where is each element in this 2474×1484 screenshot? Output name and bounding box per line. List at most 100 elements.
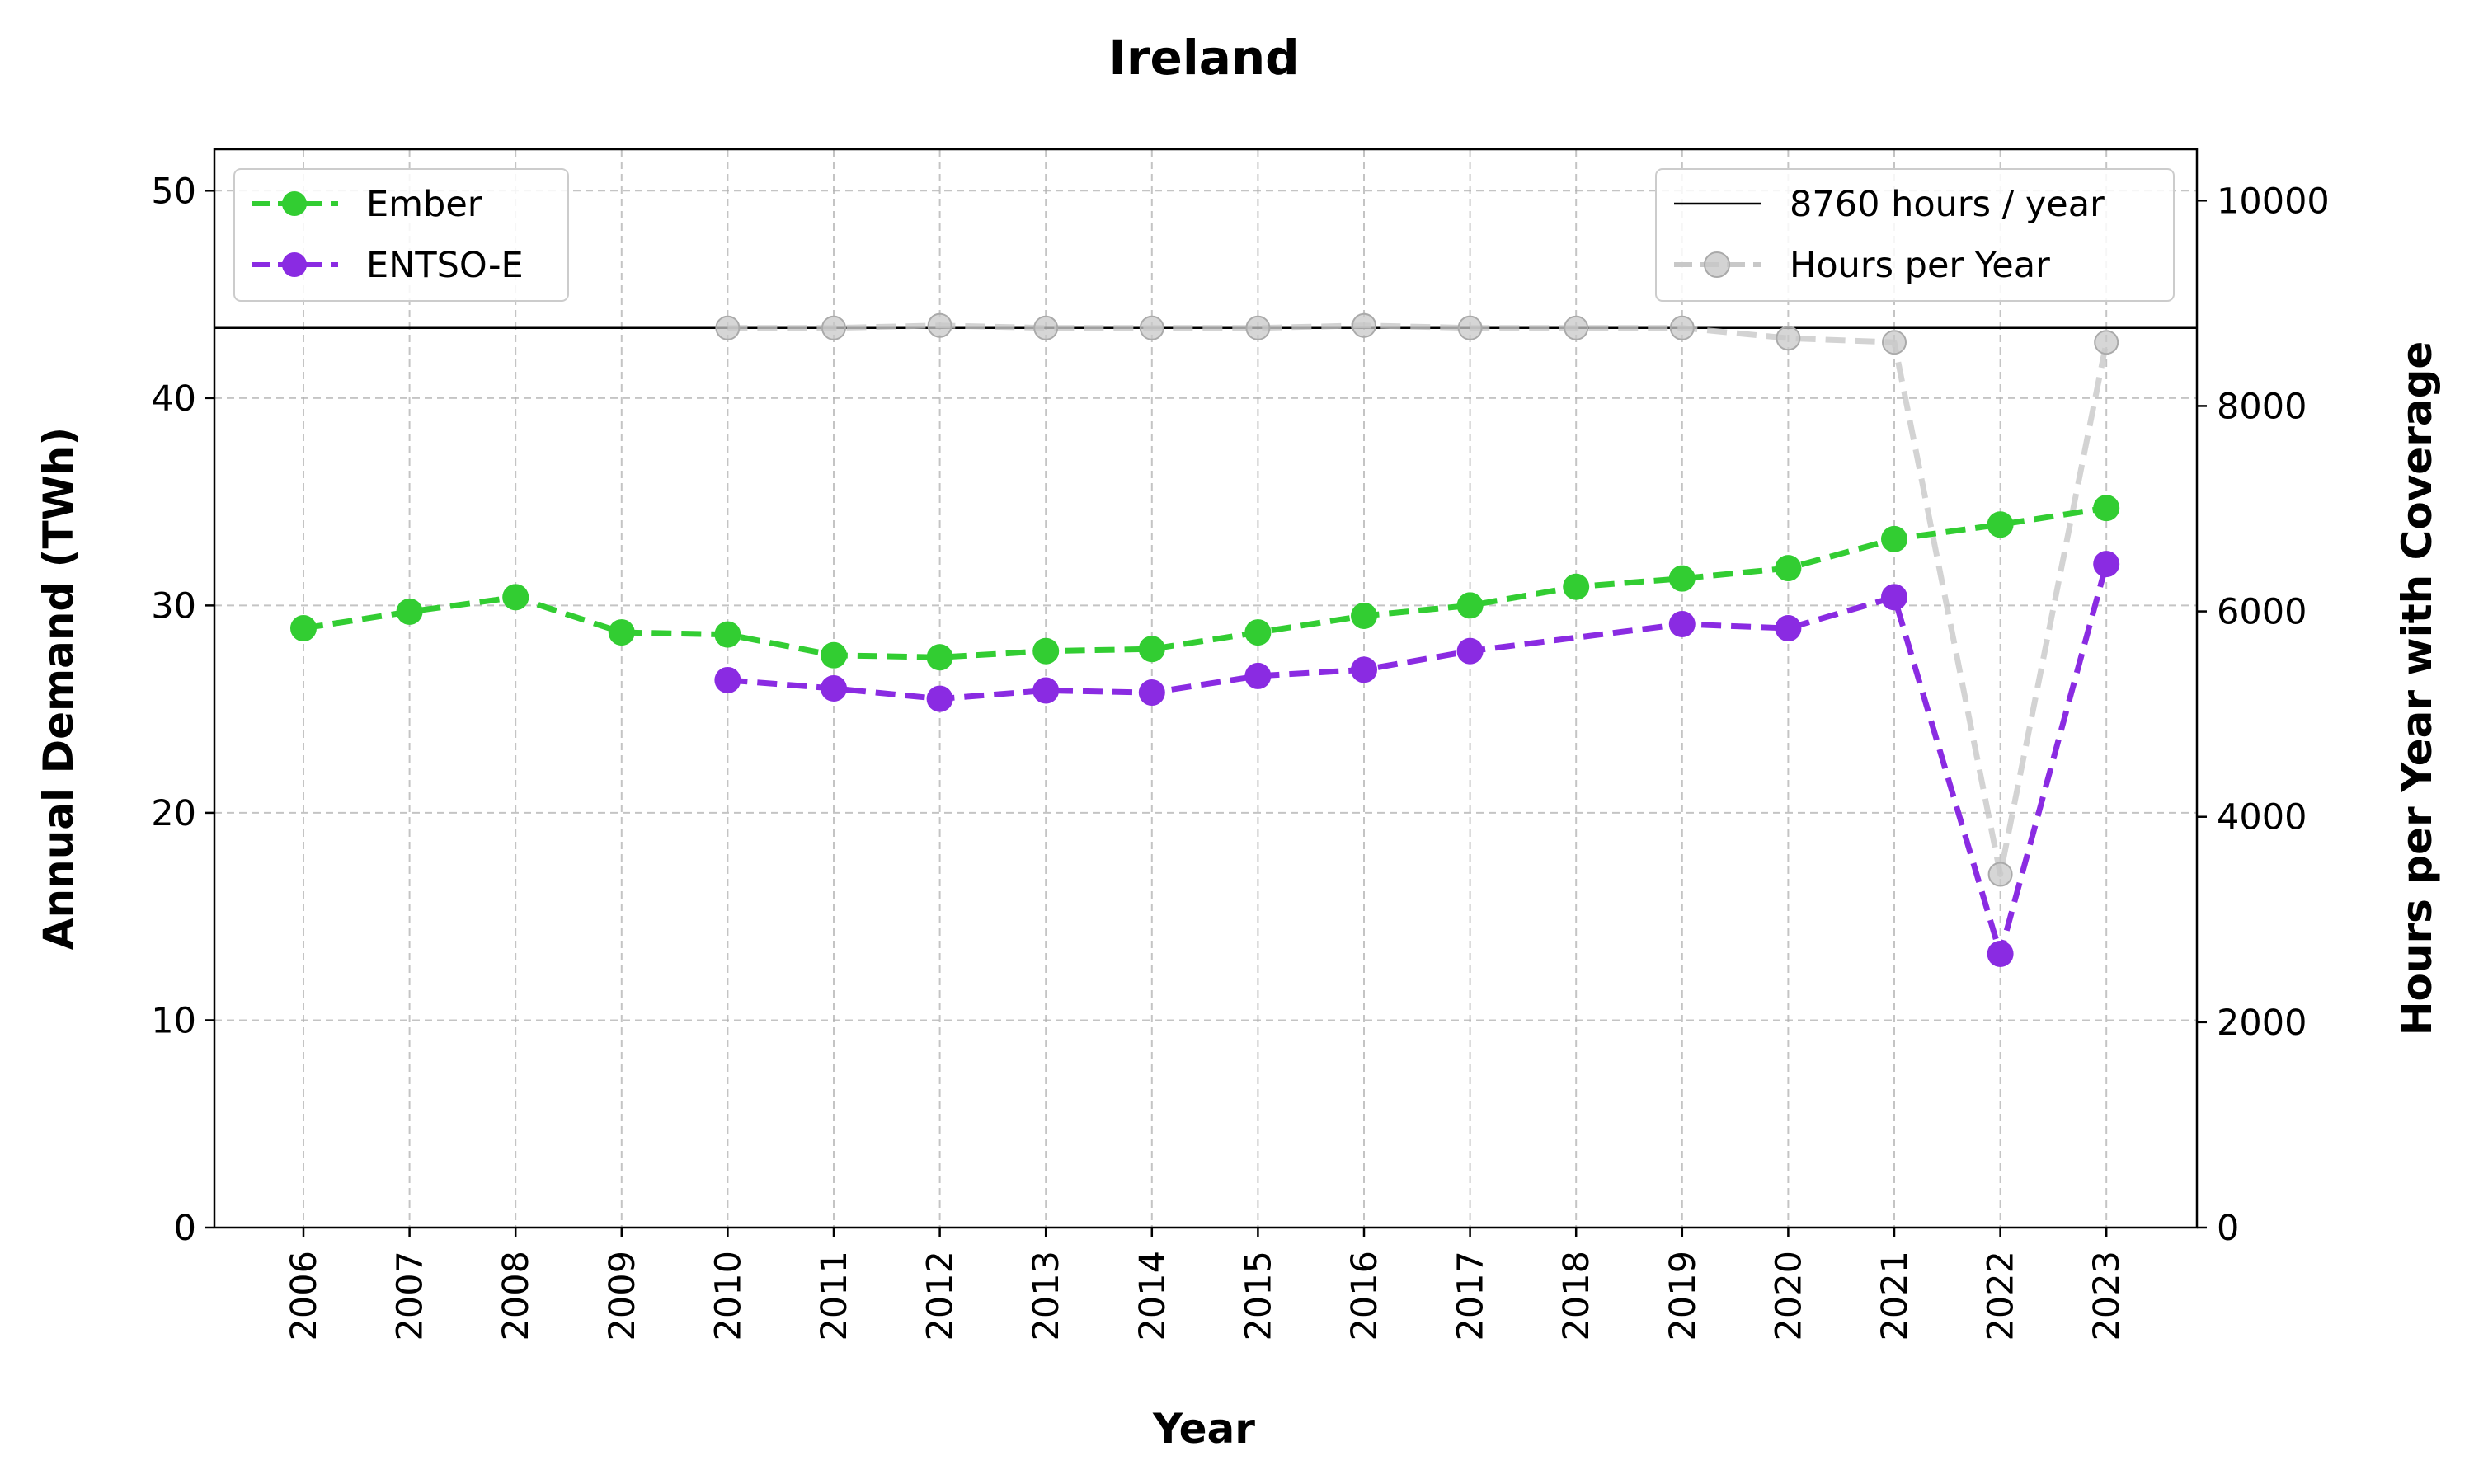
y-tick-label: 20 — [151, 793, 196, 834]
data-point — [1987, 940, 2014, 967]
y-tick-label: 50 — [151, 171, 196, 212]
x-tick-label: 2021 — [1874, 1251, 1916, 1341]
legend-ember-label: Ember — [366, 184, 482, 225]
data-point — [821, 641, 847, 669]
data-point — [1881, 584, 1907, 611]
x-tick-label: 2006 — [284, 1251, 325, 1341]
y-tick-label: 10 — [151, 1000, 196, 1041]
series-hours-per-year — [715, 312, 2119, 887]
data-point — [1244, 662, 1272, 689]
x-tick-label: 2022 — [1981, 1251, 2022, 1341]
series-entso-e — [714, 551, 2120, 967]
data-point — [1776, 326, 1801, 351]
x-tick-label: 2007 — [390, 1251, 431, 1341]
data-point — [290, 615, 317, 642]
data-point — [2093, 495, 2120, 522]
data-point — [1669, 315, 1695, 340]
legend-reference-label: 8760 hours / year — [1790, 184, 2105, 225]
data-point — [1668, 611, 1696, 638]
data-point — [1032, 637, 1060, 665]
x-tick-label: 2014 — [1132, 1251, 1174, 1341]
data-point — [1881, 525, 1907, 552]
y2-tick-label: 6000 — [2217, 592, 2307, 633]
x-axis-ticks: 2006 2007 2008 2009 2010 2011 2012 2013 2014 2015… — [284, 1228, 2128, 1341]
series-line — [303, 505, 2107, 660]
data-point — [1882, 330, 1907, 355]
data-point — [926, 644, 953, 671]
legend-hours-marker — [1704, 251, 1730, 278]
legend-entsoe-marker — [282, 252, 307, 277]
x-tick-label: 2012 — [920, 1251, 962, 1341]
x-tick-label: 2018 — [1556, 1251, 1597, 1341]
data-point — [1563, 573, 1590, 600]
plot-frame — [213, 148, 2199, 1229]
data-point — [1138, 679, 1165, 707]
series — [290, 312, 2120, 967]
x-tick-label: 2020 — [1768, 1251, 1809, 1341]
data-point — [1351, 656, 1377, 683]
legend-left: Ember ENTSO-E — [233, 168, 569, 302]
data-point — [1352, 312, 1376, 338]
legend-ember-marker — [282, 191, 307, 216]
data-point — [396, 598, 423, 625]
data-point — [1139, 315, 1164, 340]
x-tick-label: 2016 — [1344, 1251, 1385, 1341]
x-tick-label: 2009 — [602, 1251, 643, 1341]
series-line — [727, 322, 2109, 877]
legend-entsoe-label: ENTSO-E — [366, 245, 524, 286]
data-point — [715, 315, 741, 340]
data-point — [1033, 315, 1059, 340]
data-point — [926, 685, 953, 712]
data-point — [2093, 551, 2120, 578]
y2-axis-title: Hours per Year with Coverage — [2393, 341, 2441, 1036]
y-tick-label: 0 — [174, 1208, 196, 1249]
data-point — [821, 675, 847, 702]
data-point — [714, 666, 741, 693]
data-point — [1032, 677, 1060, 704]
x-tick-label: 2023 — [2086, 1251, 2128, 1341]
data-point — [608, 619, 635, 646]
data-point — [1775, 615, 1802, 642]
x-tick-label: 2010 — [708, 1251, 749, 1341]
data-point — [1351, 602, 1377, 629]
data-point — [927, 312, 952, 338]
legend-hours-label: Hours per Year — [1790, 245, 2050, 286]
x-tick-label: 2008 — [496, 1251, 537, 1341]
x-axis-title: Year — [1152, 1405, 1255, 1453]
data-point — [714, 621, 741, 648]
data-point — [1456, 637, 1484, 665]
data-point — [502, 584, 529, 611]
x-tick-label: 2019 — [1663, 1251, 1704, 1341]
y-tick-label: 30 — [151, 585, 196, 627]
y2-tick-label: 0 — [2217, 1208, 2239, 1249]
y2-tick-label: 10000 — [2217, 181, 2330, 222]
data-point — [1456, 592, 1484, 619]
data-point — [1775, 555, 1802, 582]
data-point — [821, 315, 846, 340]
chart-title: Ireland — [1108, 30, 1299, 86]
y2-axis-ticks: 0 2000 4000 6000 8000 10000 — [2197, 181, 2330, 1249]
x-tick-label: 2017 — [1451, 1251, 1492, 1341]
x-tick-label: 2015 — [1238, 1251, 1279, 1341]
data-point — [1138, 636, 1165, 663]
y-axis-ticks: 0 10 20 30 40 50 — [151, 171, 214, 1249]
y-tick-label: 40 — [151, 378, 196, 420]
data-point — [1987, 862, 2013, 887]
y-axis-title: Annual Demand (TWh) — [35, 427, 82, 950]
x-tick-label: 2013 — [1026, 1251, 1067, 1341]
data-point — [1668, 565, 1696, 592]
legend-right: 8760 hours / year Hours per Year — [1655, 168, 2175, 302]
y2-tick-label: 8000 — [2217, 386, 2307, 427]
data-point — [1244, 619, 1272, 646]
series-ember — [290, 495, 2120, 671]
data-point — [1245, 315, 1271, 340]
data-point — [1987, 511, 2014, 538]
data-point — [1457, 315, 1483, 340]
y2-tick-label: 4000 — [2217, 797, 2307, 838]
legend-right-frame — [1655, 168, 2175, 302]
data-point — [2094, 330, 2119, 355]
y2-tick-label: 2000 — [2217, 1003, 2307, 1044]
data-point — [1564, 315, 1589, 340]
x-tick-label: 2011 — [814, 1251, 855, 1341]
